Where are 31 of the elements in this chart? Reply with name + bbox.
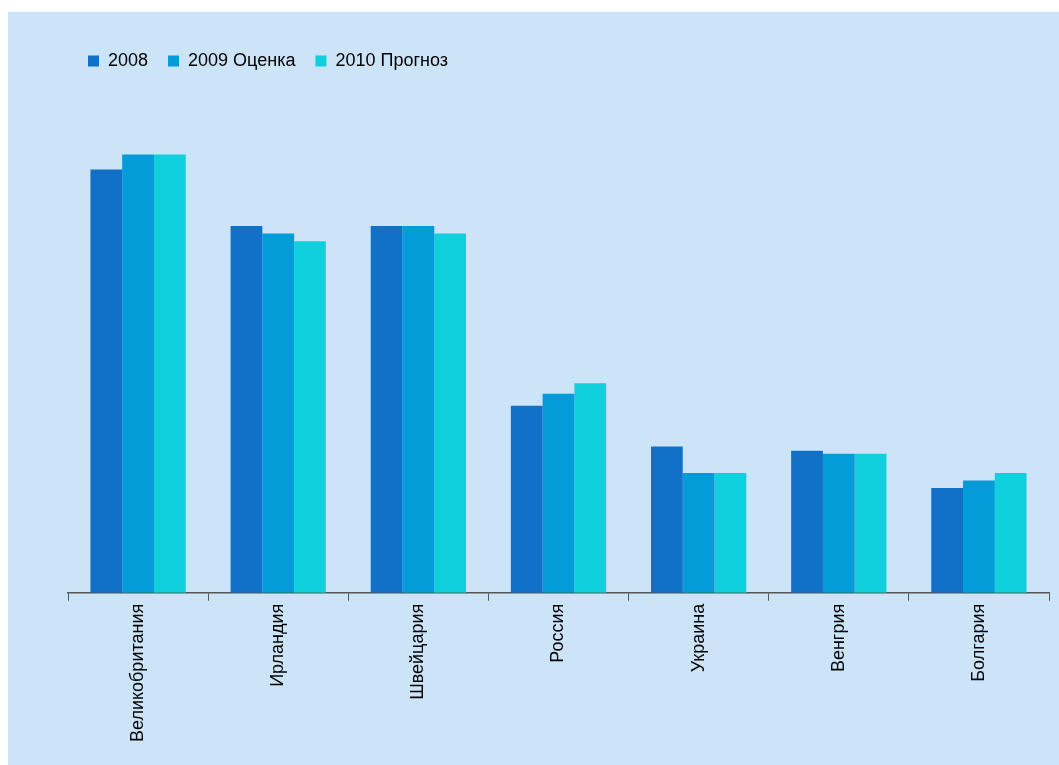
x-tick-label: Украина: [687, 602, 708, 673]
bar: [931, 488, 964, 593]
bar: [230, 225, 263, 593]
bar: [994, 473, 1027, 593]
bar: [822, 453, 855, 593]
legend-label: 2008: [108, 49, 149, 70]
bar: [854, 453, 887, 593]
x-tick-label: Болгария: [967, 603, 988, 682]
bar: [650, 446, 683, 593]
x-tick-label: Ирландия: [267, 603, 288, 687]
bar: [370, 225, 403, 593]
bar: [402, 225, 435, 593]
bar: [122, 154, 154, 593]
bar: [90, 169, 123, 593]
bar: [510, 405, 543, 593]
bar: [682, 473, 715, 593]
bar: [262, 233, 295, 593]
bar: [791, 450, 823, 593]
bar: [434, 233, 467, 593]
bar: [574, 383, 607, 593]
x-tick-label: Россия: [547, 603, 568, 663]
x-tick-label: Швейцария: [407, 603, 428, 700]
bar: [714, 473, 747, 593]
x-tick-label: Венгрия: [827, 603, 848, 673]
bar: [153, 154, 186, 593]
legend-label: 2010 Прогноз: [335, 49, 449, 70]
bar: [542, 393, 575, 593]
bar: [294, 241, 326, 593]
legend-label: 2009 Оценка: [188, 49, 297, 70]
bar: [963, 480, 995, 593]
x-tick-label: Великобритания: [127, 603, 148, 742]
